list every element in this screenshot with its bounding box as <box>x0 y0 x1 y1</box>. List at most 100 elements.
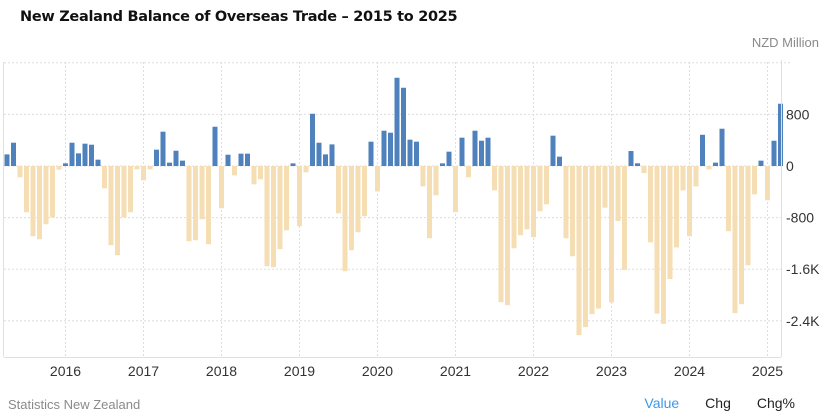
x-tick-label: 2025 <box>752 363 783 379</box>
bar <box>407 139 413 166</box>
bar <box>485 137 491 166</box>
bar <box>700 134 705 166</box>
bar <box>251 166 257 185</box>
bar <box>141 166 146 181</box>
unit-label: NZD Million <box>751 35 819 50</box>
y-tick-label: -1.6K <box>786 261 820 277</box>
bar <box>316 142 322 166</box>
bar <box>719 128 725 166</box>
source-label: Statistics New Zealand <box>8 397 141 412</box>
bar <box>687 166 692 237</box>
y-tick-label: 800 <box>786 106 810 122</box>
bar <box>414 141 419 166</box>
tab-chg[interactable]: Chg <box>705 395 731 411</box>
bar <box>271 166 276 268</box>
tab-chg-percent[interactable]: Chg% <box>756 395 795 411</box>
bar <box>24 166 29 213</box>
bar <box>349 166 354 251</box>
bar <box>76 153 81 166</box>
bar <box>635 163 640 166</box>
bar <box>771 140 777 166</box>
chart-title: New Zealand Balance of Overseas Trade – … <box>20 9 458 25</box>
bar <box>4 154 10 166</box>
bar <box>648 166 653 243</box>
x-tick-label: 2024 <box>674 363 705 379</box>
tab-value[interactable]: Value <box>644 395 680 411</box>
x-tick-label: 2022 <box>518 363 549 379</box>
bar <box>472 130 478 166</box>
y-tick-label: 0 <box>786 158 794 174</box>
bar <box>225 154 231 166</box>
bar <box>654 166 660 314</box>
bar <box>739 166 744 305</box>
bar <box>758 160 764 166</box>
bar <box>615 166 621 222</box>
bar <box>667 166 673 280</box>
bar <box>147 166 153 170</box>
bar <box>128 166 133 213</box>
bar <box>596 166 601 309</box>
bar <box>329 144 335 166</box>
bar <box>258 166 263 180</box>
bar <box>602 166 608 208</box>
bar <box>336 166 341 214</box>
x-tick-label: 2019 <box>284 363 315 379</box>
bar <box>752 166 757 195</box>
bar <box>375 166 380 192</box>
bar <box>121 166 127 218</box>
bar <box>589 166 595 315</box>
bar <box>50 166 55 218</box>
bar <box>498 166 504 303</box>
view-tabs: Value Chg Chg% <box>644 395 795 411</box>
bar <box>641 166 647 174</box>
bars <box>4 77 783 336</box>
bar <box>290 163 296 166</box>
bar <box>381 130 387 166</box>
bar <box>167 162 172 166</box>
bar <box>56 166 62 170</box>
bar <box>570 166 575 257</box>
bar <box>154 149 159 166</box>
gridlines <box>4 62 791 357</box>
bar <box>628 151 634 166</box>
x-tick-label: 2021 <box>440 363 471 379</box>
bar <box>609 166 614 303</box>
x-tick-label: 2023 <box>596 363 627 379</box>
bar <box>310 113 315 166</box>
bar <box>492 166 497 191</box>
x-tick-label: 2020 <box>362 363 393 379</box>
x-tick-label: 2016 <box>50 363 81 379</box>
bar <box>232 166 237 176</box>
bar <box>388 132 393 166</box>
bar <box>17 166 23 178</box>
bar <box>732 166 738 314</box>
bar <box>134 166 140 170</box>
bar <box>745 166 751 266</box>
bar <box>173 150 179 166</box>
y-axis-labels: 800 0 -800 -1.6K -2.4K <box>786 106 820 328</box>
bar <box>394 77 400 166</box>
bar <box>778 103 783 166</box>
bar <box>706 166 712 170</box>
bar <box>544 166 549 205</box>
bar <box>511 166 517 249</box>
bar <box>459 137 465 166</box>
bar <box>446 151 452 166</box>
bar <box>453 166 458 213</box>
bar <box>576 166 582 336</box>
bar <box>238 153 244 166</box>
bar <box>264 166 270 267</box>
bar <box>43 166 49 225</box>
bar <box>102 166 107 189</box>
x-tick-label: 2018 <box>206 363 237 379</box>
bar <box>323 154 328 166</box>
bar <box>563 166 569 239</box>
bar <box>277 166 283 250</box>
bar <box>95 159 101 166</box>
bar <box>622 166 627 270</box>
bar <box>427 166 432 239</box>
bar <box>537 166 543 212</box>
bar <box>583 166 588 328</box>
bar <box>69 142 75 166</box>
